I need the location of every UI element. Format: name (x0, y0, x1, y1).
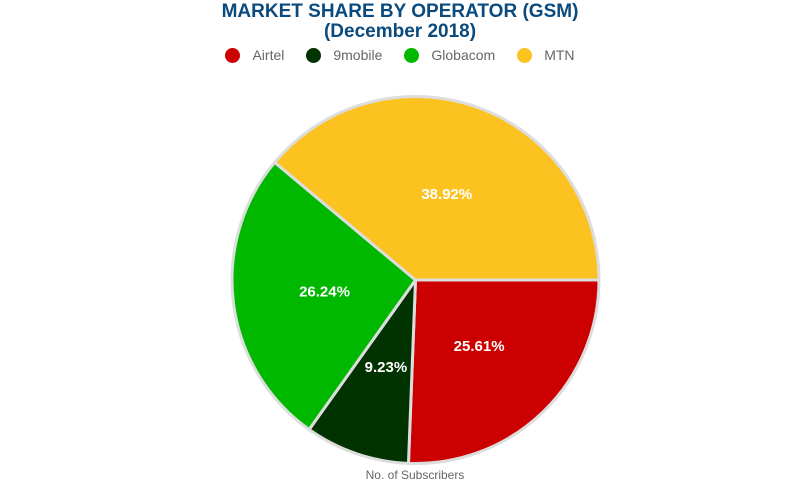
slice-airtel[interactable] (406, 278, 601, 465)
legend-marker (306, 47, 322, 63)
title-line: MARKET SHARE BY OPERATOR (GSM) (221, 1, 579, 22)
legend-item-globacom[interactable]: Globacom (404, 47, 495, 63)
legend-label: Airtel (252, 47, 285, 63)
subtitle-line: (December 2018) (323, 21, 477, 42)
chart-title: MARKET SHARE BY OPERATOR (GSM) (December… (0, 2, 800, 42)
data-label-mtn: 38.92% (421, 186, 472, 203)
legend-label: Globacom (431, 47, 496, 63)
slice-9mobile[interactable] (307, 278, 417, 465)
legend-item-mtn[interactable]: MTN (517, 47, 575, 63)
legend-marker (225, 47, 241, 63)
slice-mtn[interactable] (273, 95, 601, 282)
legend-marker (517, 47, 533, 63)
slice-globacom[interactable] (230, 160, 417, 432)
x-axis-label: No. of Subscribers (365, 468, 465, 482)
data-label-airtel: 25.61% (454, 338, 505, 355)
legend-marker (404, 47, 420, 63)
legend-item-airtel[interactable]: Airtel (225, 47, 284, 63)
data-label-globacom: 26.24% (299, 284, 350, 301)
data-label-9mobile: 9.23% (365, 359, 408, 376)
legend: Airtel 9mobile Globacom MTN (0, 47, 800, 63)
legend-label: MTN (544, 47, 575, 63)
legend-label: 9mobile (333, 47, 383, 63)
legend-item-9mobile[interactable]: 9mobile (306, 47, 382, 63)
